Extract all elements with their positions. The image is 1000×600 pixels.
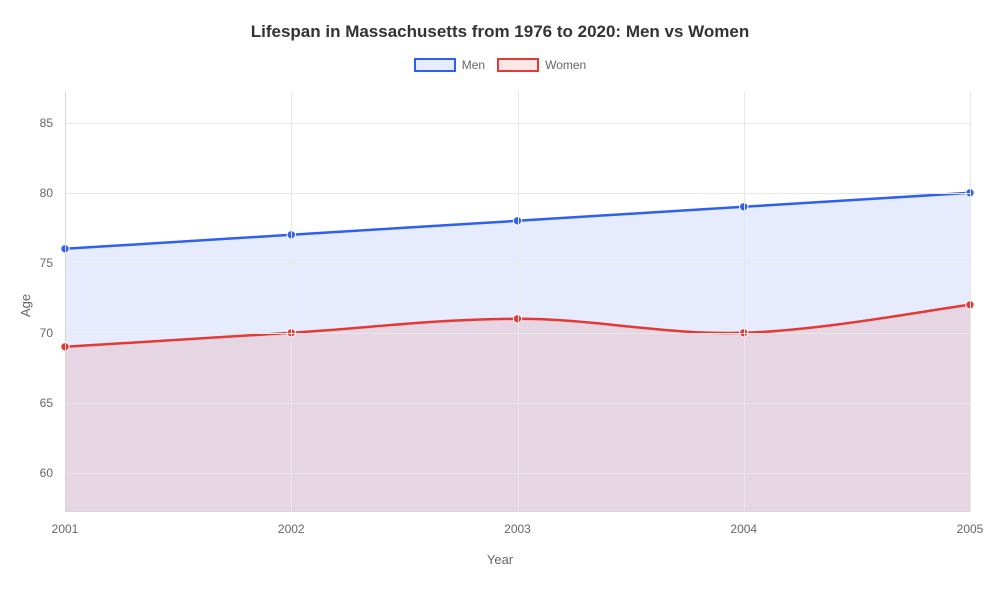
gridline-h [65, 473, 970, 474]
legend-label-men: Men [462, 58, 485, 72]
gridline-h [65, 123, 970, 124]
legend-label-women: Women [545, 58, 586, 72]
y-tick-label: 65 [0, 396, 53, 410]
plot-area [65, 92, 970, 512]
y-axis-label: Age [18, 294, 33, 317]
y-tick-label: 60 [0, 466, 53, 480]
legend-swatch-women [497, 58, 539, 72]
gridline-h [65, 193, 970, 194]
x-tick-label: 2002 [278, 522, 305, 536]
legend-item-women: Women [497, 58, 586, 72]
x-axis-label: Year [0, 552, 1000, 567]
axis-border [65, 92, 66, 512]
y-tick-label: 70 [0, 326, 53, 340]
legend-item-men: Men [414, 58, 485, 72]
gridline-h [65, 403, 970, 404]
x-tick-label: 2003 [504, 522, 531, 536]
y-tick-label: 85 [0, 116, 53, 130]
gridline-h [65, 333, 970, 334]
legend-swatch-men [414, 58, 456, 72]
gridline-v [970, 92, 971, 512]
y-tick-label: 80 [0, 186, 53, 200]
legend: Men Women [0, 58, 1000, 72]
chart-title: Lifespan in Massachusetts from 1976 to 2… [0, 22, 1000, 42]
y-tick-label: 75 [0, 256, 53, 270]
gridline-h [65, 263, 970, 264]
gridline-v [518, 92, 519, 512]
x-tick-label: 2005 [957, 522, 984, 536]
x-tick-label: 2001 [52, 522, 79, 536]
gridline-v [291, 92, 292, 512]
x-tick-label: 2004 [730, 522, 757, 536]
axis-border [65, 511, 970, 512]
gridline-v [744, 92, 745, 512]
